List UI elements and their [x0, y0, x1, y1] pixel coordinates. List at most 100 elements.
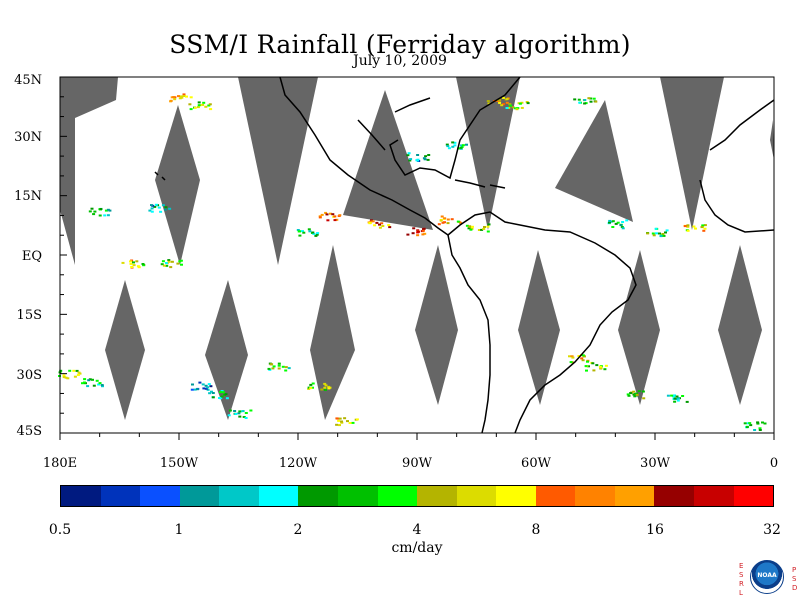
- rain-pixel: [621, 227, 625, 230]
- rain-pixel: [172, 96, 176, 99]
- rain-pixel: [675, 395, 679, 398]
- rain-pixel: [277, 364, 281, 367]
- rain-pixel: [193, 106, 197, 109]
- south-america-west-coast: [447, 234, 491, 434]
- rain-pixel: [487, 102, 491, 105]
- rain-pixel: [373, 224, 377, 227]
- rain-pixel: [298, 230, 301, 233]
- rain-pixel: [635, 392, 638, 395]
- rain-pixel: [416, 230, 420, 233]
- colorbar-swatch: [258, 486, 299, 506]
- rain-pixel: [150, 210, 154, 213]
- rain-pixel: [592, 369, 596, 372]
- rain-pixel: [167, 259, 171, 262]
- rain-cluster: [607, 219, 629, 230]
- rain-pixel: [160, 263, 164, 266]
- rain-pixel: [666, 394, 670, 397]
- rain-cluster: [296, 228, 320, 237]
- colorbar-tick: 32: [763, 522, 781, 538]
- rain-pixel: [505, 98, 509, 101]
- rain-pixel: [169, 266, 173, 269]
- rain-cluster: [406, 227, 427, 237]
- rain-pixel: [173, 98, 177, 101]
- rain-pixel: [577, 355, 581, 357]
- rain-pixel: [422, 227, 426, 230]
- rain-pixel: [165, 264, 169, 267]
- rain-pixel: [100, 384, 104, 386]
- caribbean-islands: [454, 179, 506, 189]
- rain-pixel: [180, 263, 183, 266]
- rain-pixel: [204, 387, 208, 390]
- rain-pixel: [465, 143, 468, 146]
- rain-cluster: [81, 378, 104, 388]
- rain-pixel: [387, 224, 391, 227]
- rain-pixel: [480, 228, 484, 231]
- rain-pixel: [277, 362, 281, 365]
- rain-pixel: [461, 144, 465, 147]
- lon-label-0: 0: [769, 456, 779, 471]
- rain-pixel: [318, 216, 322, 219]
- rain-pixel: [456, 220, 460, 223]
- rain-pixel: [244, 412, 248, 414]
- rain-pixel: [589, 97, 593, 100]
- rain-pixel: [298, 234, 302, 237]
- rain-cluster: [626, 390, 646, 400]
- rain-pixel: [328, 212, 332, 215]
- rain-pixel: [665, 229, 669, 232]
- swath-gap: [343, 90, 433, 230]
- rain-pixel: [277, 367, 281, 370]
- rain-pixel: [62, 374, 66, 377]
- rain-pixel: [327, 387, 331, 390]
- rain-pixel: [209, 108, 213, 111]
- rain-pixel: [443, 221, 446, 224]
- rain-pixel: [583, 102, 587, 105]
- rain-pixel: [451, 145, 455, 148]
- rain-pixel: [338, 417, 342, 420]
- rain-pixel: [664, 231, 667, 234]
- rain-pixel: [323, 386, 327, 389]
- rain-pixel: [583, 99, 587, 101]
- rain-pixel: [702, 229, 706, 232]
- logo-letter: S: [739, 571, 744, 579]
- colorbar-tick: 2: [293, 522, 303, 538]
- rain-pixel: [267, 367, 271, 370]
- rain-pixel: [703, 224, 707, 227]
- rain-pixel: [281, 365, 285, 368]
- rain-pixel: [188, 103, 192, 106]
- rain-pixel: [594, 100, 598, 103]
- rain-pixel: [170, 260, 174, 263]
- map-title: SSM/I Rainfall (Ferriday algorithm): [169, 30, 631, 59]
- rain-pixel: [98, 214, 102, 217]
- rain-pixel: [511, 106, 515, 109]
- rain-pixel: [518, 102, 522, 105]
- rain-pixel: [670, 394, 674, 397]
- rain-pixel: [450, 218, 454, 221]
- north-america-coast: [279, 76, 449, 236]
- rain-pixel: [207, 104, 211, 107]
- rain-pixel: [287, 367, 291, 370]
- rain-pixel: [421, 233, 425, 236]
- rain-pixel: [228, 409, 232, 412]
- colorbar-swatch: [417, 486, 457, 506]
- rain-pixel: [185, 95, 188, 98]
- rain-cluster: [307, 382, 332, 391]
- colorbar-swatch: [179, 486, 220, 506]
- rain-cluster: [148, 203, 172, 213]
- rain-pixel: [686, 224, 690, 227]
- rain-pixel: [408, 159, 412, 162]
- rain-pixel: [87, 379, 91, 382]
- rain-pixel: [406, 154, 410, 157]
- rain-pixel: [381, 225, 385, 227]
- rain-pixel: [703, 227, 707, 230]
- logo-letter: E: [739, 562, 744, 570]
- rain-pixel: [516, 107, 520, 110]
- swath-gap: [60, 77, 118, 265]
- rain-pixel: [308, 230, 312, 233]
- rain-pixel: [446, 218, 450, 221]
- rain-pixel: [683, 225, 687, 228]
- colorbar-swatch: [535, 486, 576, 506]
- rain-pixel: [284, 366, 288, 369]
- colorbar-swatch: [100, 486, 141, 506]
- rain-pixel: [179, 259, 183, 262]
- rain-pixel: [573, 98, 577, 101]
